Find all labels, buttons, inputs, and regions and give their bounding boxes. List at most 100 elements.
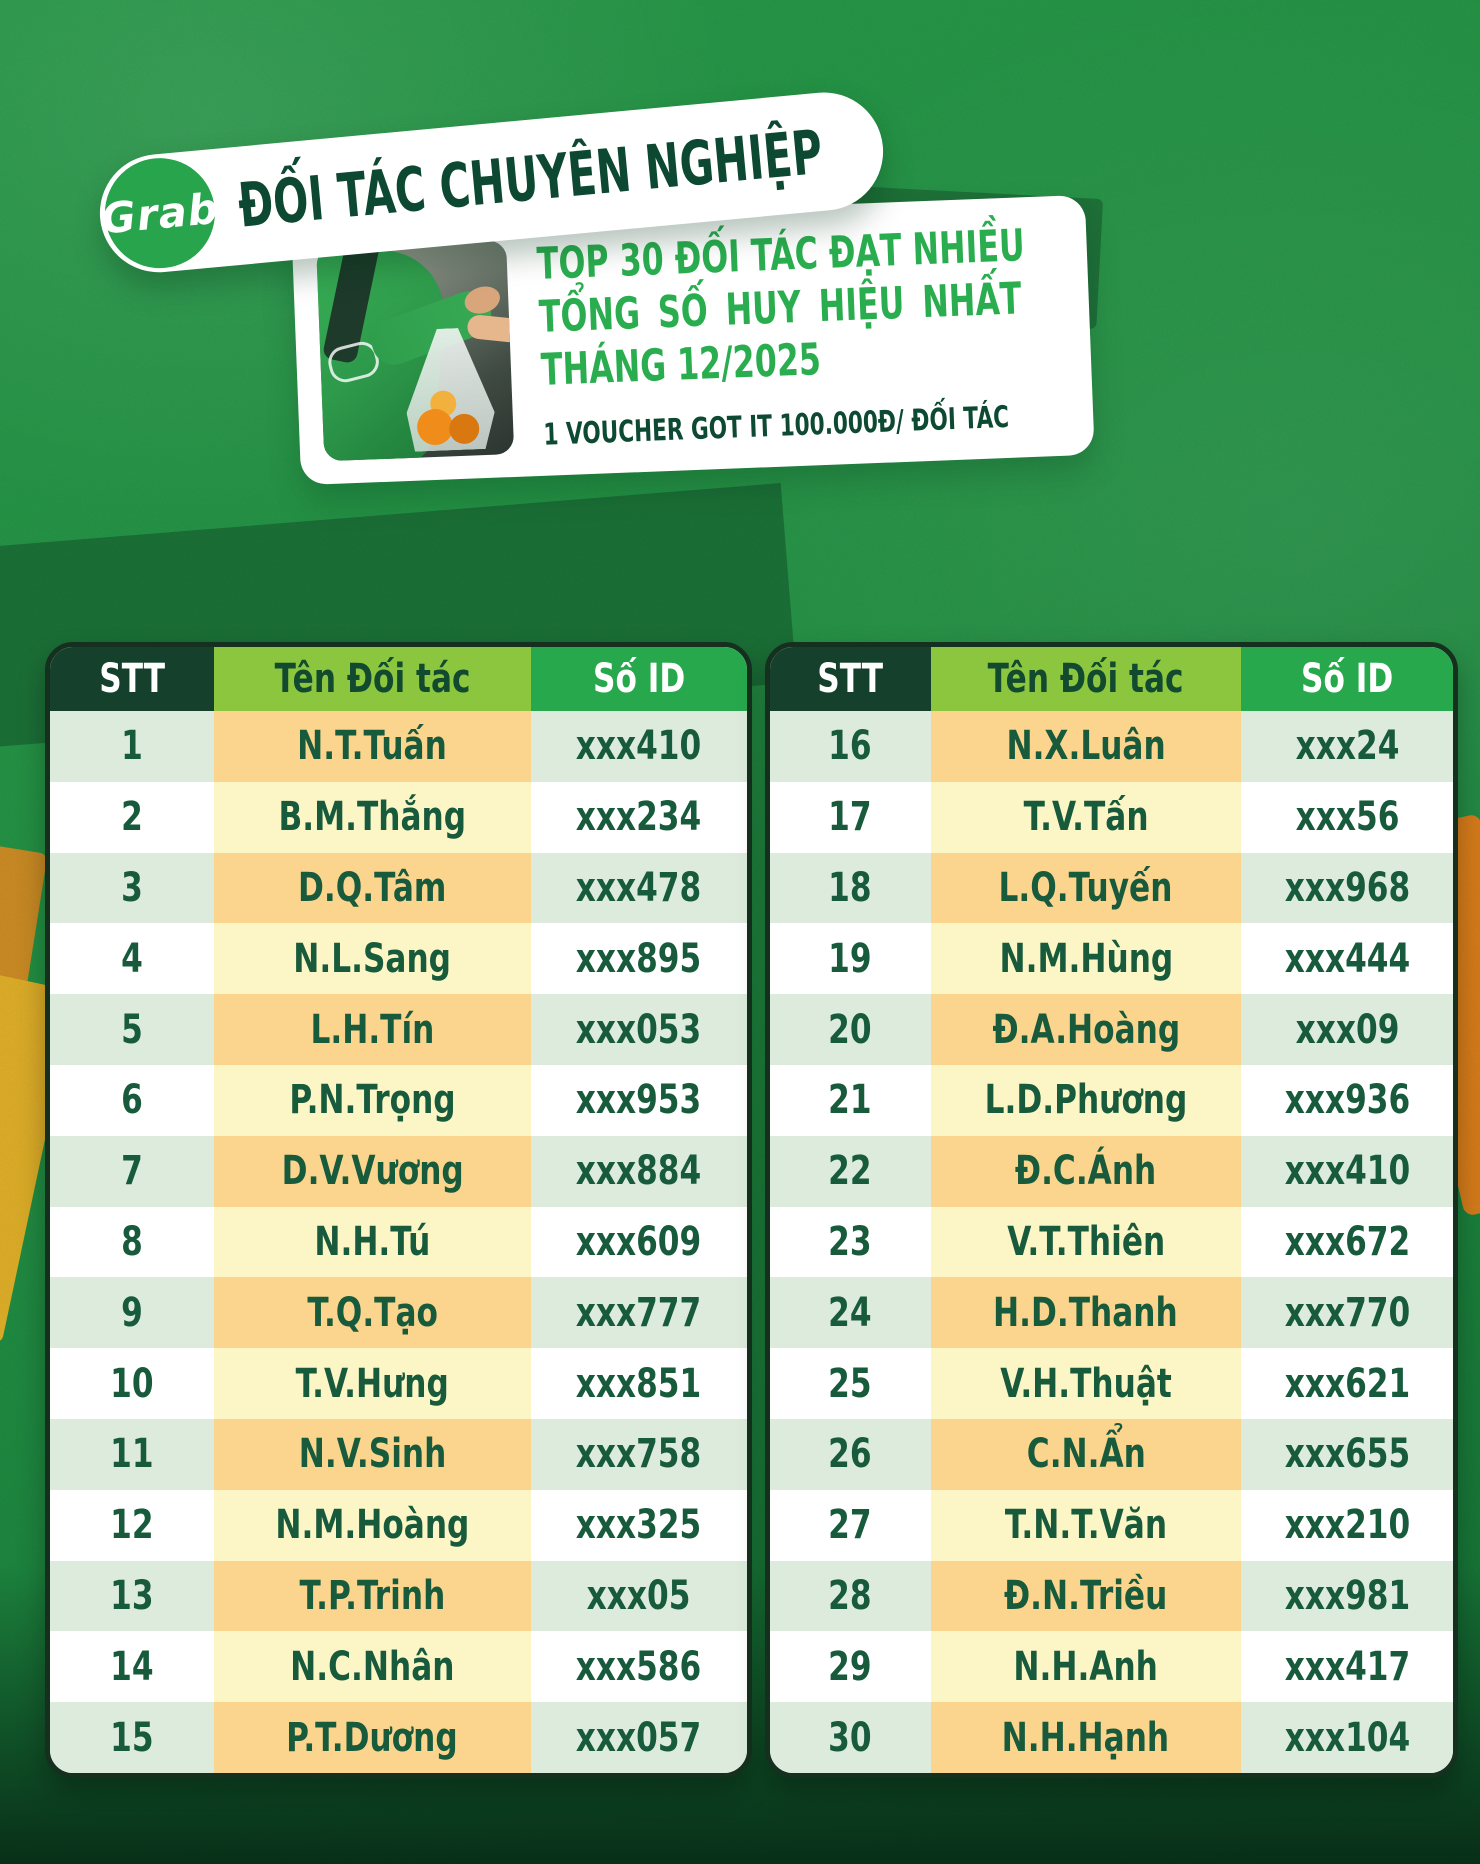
table-cell-id: xxx895 [530, 923, 747, 995]
table-header-row: STT Tên Đối tác Số ID [770, 647, 1453, 711]
table-row: 4 N.L.Sang xxx895 [50, 923, 747, 995]
table-cell-stt: 28 [770, 1560, 931, 1632]
table-cell-id: xxx325 [530, 1489, 747, 1561]
table-cell-name: N.C.Nhân [213, 1631, 531, 1703]
table-cell-name: C.N.Ẩn [930, 1418, 1242, 1490]
partners-table-left: STT Tên Đối tác Số ID 1 N.T.Tuấn xxx410 2 B.… [45, 642, 752, 1778]
table-cell-id: xxx851 [530, 1348, 747, 1419]
table-cell-id: xxx758 [530, 1418, 747, 1490]
table-cell-stt: 6 [50, 1064, 214, 1136]
table-cell-id: xxx936 [1241, 1064, 1453, 1136]
table-row: 13 T.P.Trinh xxx05 [50, 1560, 747, 1632]
table-cell-id: xxx953 [530, 1064, 747, 1136]
table-cell-id: xxx609 [530, 1206, 747, 1278]
table-cell-name: N.T.Tuấn [213, 711, 531, 782]
table-cell-name: N.H.Hạnh [930, 1702, 1242, 1773]
table-cell-stt: 27 [770, 1489, 931, 1561]
table-body-right: 16 N.X.Luân xxx24 17 T.V.Tấn xxx56 18 L.Q.Tuyến… [770, 711, 1453, 1773]
table-cell-name: T.V.Hưng [213, 1348, 531, 1419]
table-cell-stt: 8 [50, 1206, 214, 1278]
table-row: 18 L.Q.Tuyến xxx968 [770, 852, 1453, 924]
table-cell-stt: 20 [770, 994, 931, 1065]
table-cell-stt: 4 [50, 923, 214, 995]
table-cell-id: xxx478 [530, 852, 747, 924]
table-cell-name: H.D.Thanh [930, 1277, 1242, 1349]
table-cell-name: D.V.Vương [213, 1135, 531, 1207]
table-cell-stt: 30 [770, 1702, 931, 1773]
table-cell-id: xxx104 [1241, 1702, 1453, 1773]
table-row: 5 L.H.Tín xxx053 [50, 994, 747, 1065]
column-header-stt: STT [50, 647, 214, 711]
grab-logo-text: Grab [99, 183, 221, 243]
table-cell-id: xxx968 [1241, 852, 1453, 924]
table-row: 24 H.D.Thanh xxx770 [770, 1277, 1453, 1349]
table-row: 29 N.H.Anh xxx417 [770, 1631, 1453, 1703]
table-cell-stt: 25 [770, 1348, 931, 1419]
table-cell-id: xxx56 [1241, 781, 1453, 853]
table-cell-id: xxx234 [530, 781, 747, 853]
table-cell-name: N.H.Tú [213, 1206, 531, 1278]
table-cell-id: xxx24 [1241, 711, 1453, 782]
table-row: 19 N.M.Hùng xxx444 [770, 923, 1453, 995]
column-header-name: Tên Đối tác [213, 647, 531, 711]
table-cell-id: xxx09 [1241, 994, 1453, 1065]
table-cell-stt: 1 [50, 711, 214, 782]
table-row: 21 L.D.Phương xxx936 [770, 1064, 1453, 1136]
table-row: 7 D.V.Vương xxx884 [50, 1135, 747, 1207]
table-cell-name: N.M.Hùng [930, 923, 1242, 995]
table-cell-name: Đ.N.Triều [930, 1560, 1242, 1632]
table-cell-name: P.T.Dương [213, 1702, 531, 1773]
table-cell-stt: 5 [50, 994, 214, 1065]
table-cell-stt: 21 [770, 1064, 931, 1136]
column-header-stt: STT [770, 647, 931, 711]
table-cell-id: xxx410 [530, 711, 747, 782]
table-cell-id: xxx05 [530, 1560, 747, 1632]
table-cell-stt: 22 [770, 1135, 931, 1207]
table-row: 6 P.N.Trọng xxx953 [50, 1064, 747, 1136]
table-row: 22 Đ.C.Ánh xxx410 [770, 1135, 1453, 1207]
table-cell-stt: 9 [50, 1277, 214, 1349]
table-cell-name: T.Q.Tạo [213, 1277, 531, 1349]
customer-hand-shape [466, 313, 515, 344]
table-row: 30 N.H.Hạnh xxx104 [770, 1702, 1453, 1773]
table-row: 2 B.M.Thắng xxx234 [50, 781, 747, 853]
table-cell-name: T.N.T.Văn [930, 1489, 1242, 1561]
table-row: 17 T.V.Tấn xxx56 [770, 781, 1453, 853]
table-cell-stt: 12 [50, 1489, 214, 1561]
table-cell-name: L.H.Tín [213, 994, 531, 1065]
table-row: 3 D.Q.Tâm xxx478 [50, 852, 747, 924]
promo-copy: TOP 30 ĐỐI TÁC ĐẠT NHIỀU TỔNG SỐ HUY HIỆ… [536, 221, 1032, 453]
table-row: 11 N.V.Sinh xxx758 [50, 1418, 747, 1490]
table-cell-stt: 2 [50, 781, 214, 853]
table-cell-id: xxx417 [1241, 1631, 1453, 1703]
table-cell-id: xxx444 [1241, 923, 1453, 995]
column-header-id: Số ID [1241, 647, 1453, 711]
table-cell-id: xxx672 [1241, 1206, 1453, 1278]
table-cell-stt: 15 [50, 1702, 214, 1773]
column-header-name: Tên Đối tác [930, 647, 1242, 711]
table-header-row: STT Tên Đối tác Số ID [50, 647, 747, 711]
table-row: 23 V.T.Thiên xxx672 [770, 1206, 1453, 1278]
table-cell-name: P.N.Trọng [213, 1064, 531, 1136]
table-cell-name: Đ.A.Hoàng [930, 994, 1242, 1065]
table-cell-name: T.V.Tấn [930, 781, 1242, 853]
table-cell-stt: 13 [50, 1560, 214, 1632]
table-cell-id: xxx655 [1241, 1418, 1453, 1490]
table-row: 28 Đ.N.Triều xxx981 [770, 1560, 1453, 1632]
table-cell-id: xxx621 [1241, 1348, 1453, 1419]
table-cell-id: xxx777 [530, 1277, 747, 1349]
column-header-id: Số ID [530, 647, 747, 711]
table-cell-stt: 16 [770, 711, 931, 782]
table-cell-name: N.M.Hoàng [213, 1489, 531, 1561]
table-row: 1 N.T.Tuấn xxx410 [50, 711, 747, 782]
table-cell-name: D.Q.Tâm [213, 852, 531, 924]
voucher-text: 1 VOUCHER GOT IT 100.000Đ/ ĐỐI TÁC [542, 399, 1010, 453]
table-row: 14 N.C.Nhân xxx586 [50, 1631, 747, 1703]
table-row: 12 N.M.Hoàng xxx325 [50, 1489, 747, 1561]
table-cell-name: V.T.Thiên [930, 1206, 1242, 1278]
table-row: 8 N.H.Tú xxx609 [50, 1206, 747, 1278]
table-row: 26 C.N.Ẩn xxx655 [770, 1418, 1453, 1490]
table-cell-stt: 19 [770, 923, 931, 995]
table-cell-name: T.P.Trinh [213, 1560, 531, 1632]
